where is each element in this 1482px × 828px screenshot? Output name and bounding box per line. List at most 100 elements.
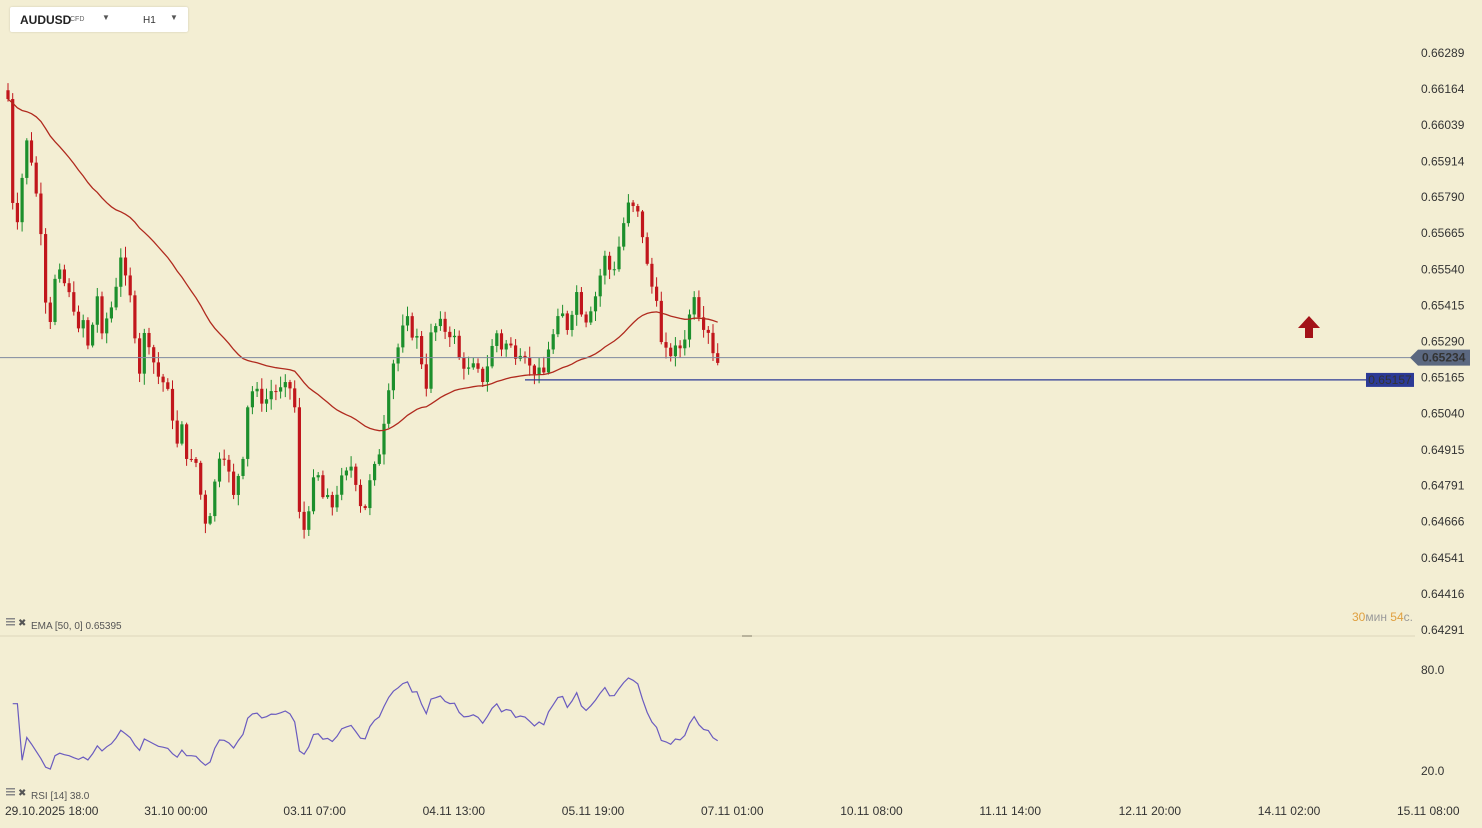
- candle-bull[interactable]: [561, 313, 565, 317]
- candle-bull[interactable]: [438, 318, 442, 327]
- candle-bull[interactable]: [250, 391, 254, 408]
- candle-bull[interactable]: [109, 307, 113, 319]
- symbol-name[interactable]: AUDUSD: [20, 13, 72, 27]
- up-arrow-icon[interactable]: [1298, 316, 1320, 338]
- candle-bull[interactable]: [91, 324, 95, 346]
- candle-bear[interactable]: [34, 162, 38, 194]
- candle-bear[interactable]: [175, 420, 179, 444]
- candle-bear[interactable]: [608, 255, 612, 270]
- candle-bull[interactable]: [95, 296, 99, 325]
- candle-bear[interactable]: [199, 462, 203, 495]
- support-level-tag[interactable]: [1366, 372, 1414, 387]
- candle-bull[interactable]: [307, 511, 311, 530]
- candle-bear[interactable]: [514, 345, 518, 359]
- candle-bull[interactable]: [687, 314, 692, 340]
- candle-bull[interactable]: [213, 481, 217, 517]
- candle-bear[interactable]: [448, 331, 452, 338]
- candle-bear[interactable]: [76, 311, 81, 329]
- candle-bull[interactable]: [387, 390, 391, 424]
- candle-bull[interactable]: [617, 246, 621, 270]
- candle-bear[interactable]: [650, 263, 654, 287]
- candle-bear[interactable]: [222, 458, 226, 460]
- candle-bear[interactable]: [457, 335, 461, 358]
- candle-bull[interactable]: [537, 367, 541, 375]
- candle-bear[interactable]: [156, 362, 160, 377]
- candle-bull[interactable]: [603, 255, 607, 276]
- candle-bull[interactable]: [434, 326, 438, 333]
- candle-bear[interactable]: [152, 347, 156, 363]
- candle-bear[interactable]: [48, 302, 52, 322]
- candle-bull[interactable]: [391, 363, 395, 391]
- candle-bull[interactable]: [264, 399, 269, 404]
- candle-bull[interactable]: [471, 363, 475, 368]
- timeframe-select[interactable]: H1: [143, 15, 156, 26]
- candle-bear[interactable]: [293, 388, 297, 408]
- candle-bear[interactable]: [227, 459, 231, 472]
- candle-bear[interactable]: [659, 300, 663, 343]
- candle-bear[interactable]: [631, 202, 635, 207]
- candle-bear[interactable]: [302, 511, 306, 530]
- candle-bear[interactable]: [138, 338, 142, 374]
- candle-bull[interactable]: [283, 382, 287, 388]
- candle-bull[interactable]: [683, 339, 687, 349]
- candle-bull[interactable]: [326, 495, 330, 498]
- candle-bull[interactable]: [316, 475, 320, 478]
- candle-bull[interactable]: [25, 140, 29, 178]
- candle-bull[interactable]: [255, 388, 259, 392]
- candle-bull[interactable]: [349, 466, 353, 471]
- candle-bear[interactable]: [274, 391, 278, 393]
- candle-bear[interactable]: [499, 333, 504, 350]
- candle-bear[interactable]: [410, 316, 414, 338]
- candle-bear[interactable]: [640, 211, 645, 238]
- candle-bull[interactable]: [495, 333, 499, 346]
- candle-bear[interactable]: [579, 292, 583, 315]
- candle-bull[interactable]: [344, 470, 348, 476]
- candle-bull[interactable]: [504, 343, 508, 350]
- candle-bull[interactable]: [626, 202, 630, 224]
- candle-bear[interactable]: [636, 206, 640, 212]
- candle-bear[interactable]: [185, 424, 189, 459]
- candle-bear[interactable]: [288, 382, 292, 389]
- candle-bear[interactable]: [189, 458, 193, 460]
- candle-bear[interactable]: [476, 363, 480, 369]
- candle-bull[interactable]: [485, 366, 489, 383]
- candle-bull[interactable]: [269, 391, 273, 400]
- candle-bull[interactable]: [81, 320, 85, 329]
- candle-bear[interactable]: [297, 407, 301, 512]
- candle-bear[interactable]: [528, 357, 532, 366]
- candle-bull[interactable]: [382, 423, 386, 455]
- candle-bull[interactable]: [20, 177, 24, 223]
- candle-bear[interactable]: [11, 99, 15, 203]
- candle-bull[interactable]: [612, 269, 616, 271]
- candle-bull[interactable]: [551, 334, 555, 350]
- candle-bear[interactable]: [194, 458, 198, 463]
- candle-bear[interactable]: [260, 388, 264, 404]
- candle-bull[interactable]: [673, 345, 677, 357]
- grip-icon[interactable]: [6, 794, 15, 796]
- candle-bear[interactable]: [655, 286, 659, 301]
- candle-bull[interactable]: [368, 480, 372, 509]
- candle-bear[interactable]: [62, 269, 66, 284]
- candle-bull[interactable]: [429, 332, 433, 389]
- candle-bear[interactable]: [669, 347, 673, 357]
- candle-bull[interactable]: [415, 336, 419, 338]
- candle-bear[interactable]: [702, 317, 706, 330]
- candle-bull[interactable]: [105, 318, 109, 334]
- candle-bear[interactable]: [330, 495, 334, 508]
- rsi-line[interactable]: [12, 677, 719, 770]
- candle-bull[interactable]: [246, 407, 250, 459]
- candle-bear[interactable]: [481, 368, 485, 383]
- grip-icon[interactable]: [6, 621, 15, 623]
- candle-bear[interactable]: [321, 475, 325, 498]
- candle-bear[interactable]: [462, 357, 466, 369]
- candle-bull[interactable]: [622, 223, 626, 247]
- candle-bull[interactable]: [58, 269, 62, 279]
- candle-bull[interactable]: [236, 475, 240, 495]
- candle-bull[interactable]: [452, 335, 457, 338]
- candle-bear[interactable]: [67, 283, 71, 293]
- candle-bull[interactable]: [340, 475, 344, 495]
- ema-line[interactable]: [7, 98, 718, 432]
- candle-bull[interactable]: [589, 311, 593, 323]
- symbol-dropdown-icon[interactable]: ▼: [102, 13, 110, 22]
- candle-bear[interactable]: [86, 320, 90, 346]
